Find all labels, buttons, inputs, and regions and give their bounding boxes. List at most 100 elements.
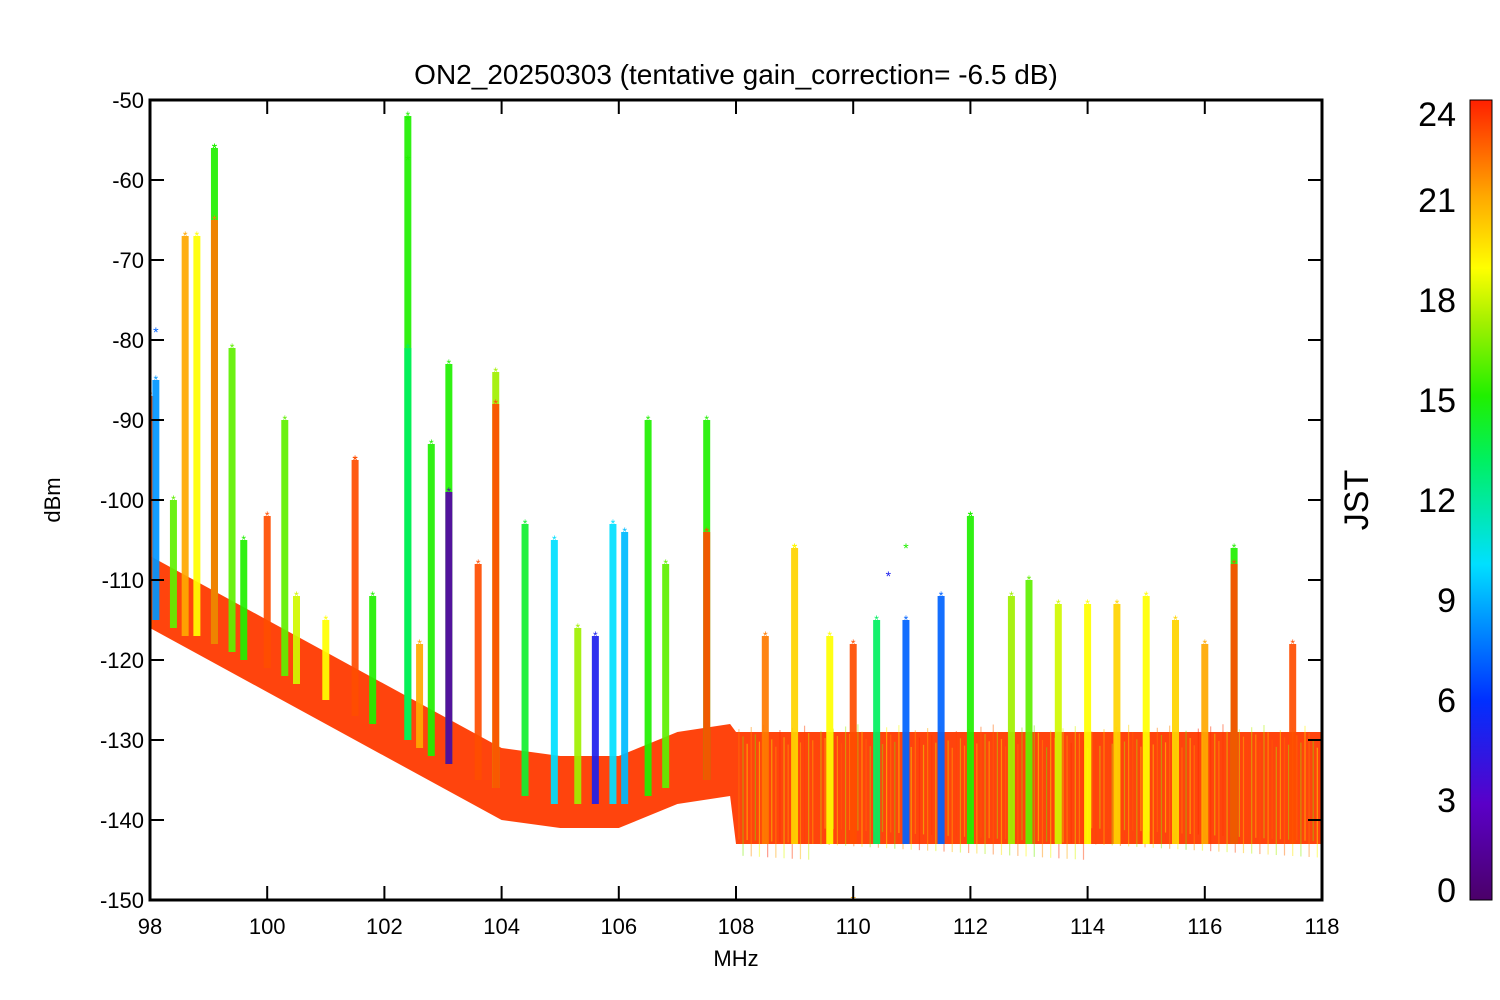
signal-peak-marker: * — [493, 365, 498, 379]
signal-peak-marker: * — [622, 525, 627, 539]
colorbar-title: JST — [1338, 470, 1376, 530]
y-tick-label: -50 — [112, 88, 144, 113]
signal-peak-marker: * — [827, 629, 832, 643]
signal-column — [416, 644, 424, 748]
signal-peak-marker: * — [1009, 589, 1014, 603]
signal-peak-marker: * — [1232, 557, 1237, 571]
signal-peak-marker: * — [212, 141, 217, 155]
x-axis-title: MHz — [713, 946, 758, 971]
signal-peak-marker: * — [154, 373, 159, 387]
signal-peak-marker: * — [447, 485, 452, 499]
signal-peak-marker: * — [1144, 589, 1149, 603]
signal-column — [1289, 644, 1297, 844]
signal-peak-marker: * — [353, 453, 358, 467]
data-point: * — [968, 508, 974, 524]
signal-column — [322, 620, 330, 700]
signal-column — [169, 500, 177, 628]
signal-column — [240, 540, 248, 660]
signal-peak-marker: * — [939, 589, 944, 603]
signal-peak-marker: * — [1232, 541, 1237, 555]
signal-column — [1172, 620, 1179, 844]
signal-peak-marker: * — [1290, 637, 1295, 651]
signal-column — [210, 220, 218, 644]
colorbar-tick-label: 24 — [1418, 96, 1456, 134]
signal-column — [621, 532, 629, 804]
signal-peak-marker: * — [1173, 613, 1178, 627]
colorbar-tick-label: 0 — [1437, 872, 1456, 910]
signal-column — [591, 636, 599, 804]
signal-column — [826, 636, 834, 844]
signal-column — [937, 596, 945, 844]
signal-peak-marker: * — [230, 341, 235, 355]
signal-peak-marker: * — [370, 589, 375, 603]
x-tick-label: 108 — [718, 914, 755, 939]
data-point: * — [405, 112, 411, 128]
x-tick-label: 102 — [366, 914, 403, 939]
colorbar-tick-label: 12 — [1418, 482, 1456, 520]
signal-column — [1142, 596, 1150, 844]
signal-column — [1230, 564, 1238, 844]
signal-column — [761, 636, 769, 844]
signal-column — [1007, 596, 1015, 844]
signal-peak-marker: * — [476, 557, 481, 571]
signal-column — [609, 524, 617, 804]
signal-column — [521, 524, 529, 796]
colorbar-tick-label: 6 — [1437, 682, 1456, 720]
signal-peak-marker: * — [874, 613, 879, 627]
x-tick-label: 112 — [953, 914, 988, 939]
signal-peak-marker: * — [523, 517, 528, 531]
signal-peak-marker: * — [212, 213, 217, 227]
signal-column — [369, 596, 377, 724]
signal-peak-marker: * — [851, 637, 856, 651]
y-axis: -50 -60 -70 -80 -90 -100 -110 -120 -130 -140 -150 — [100, 88, 1322, 913]
x-tick-label: 110 — [836, 914, 871, 939]
signal-peak-marker: * — [294, 589, 299, 603]
y-axis-title: dBm — [40, 477, 65, 522]
signal-peak-marker: * — [183, 229, 188, 243]
colorbar-tick-label: 3 — [1437, 782, 1456, 820]
signal-column — [474, 564, 482, 780]
colorbar-tick-label: 15 — [1418, 382, 1456, 420]
signal-peak-marker: * — [241, 533, 246, 547]
signal-column — [193, 236, 201, 636]
signal-peak-marker: * — [417, 637, 422, 651]
x-tick-label: 116 — [1187, 914, 1222, 939]
data-point: * — [792, 540, 798, 556]
signal-peak-marker: * — [1085, 597, 1090, 611]
x-tick-label: 106 — [600, 914, 637, 939]
signal-column — [150, 396, 154, 628]
x-tick-label: 104 — [483, 914, 520, 939]
signal-column — [1201, 644, 1209, 844]
y-tick-label: -130 — [100, 728, 144, 753]
signal-peak-marker: * — [171, 493, 176, 507]
data-layer: * * * * * * * * * * * * * * * * * * * * * * * * * * * * * * * * * * * * * * * *… — [150, 109, 1322, 900]
signal-column — [662, 564, 670, 788]
signal-peak-marker: * — [663, 557, 668, 571]
signal-column — [263, 516, 271, 668]
signal-peak-marker: * — [323, 613, 328, 627]
signal-column — [574, 628, 582, 804]
y-tick-label: -60 — [112, 168, 144, 193]
signal-column — [902, 620, 910, 844]
signal-peak-marker: * — [282, 413, 287, 427]
signal-peak-marker: * — [195, 229, 200, 243]
y-tick-label: -140 — [100, 808, 144, 833]
signal-column — [1084, 604, 1092, 844]
signal-peak-marker: * — [704, 413, 709, 427]
signal-peak-marker: * — [968, 509, 973, 523]
signal-column — [281, 420, 289, 676]
signal-column — [550, 540, 558, 804]
signal-peak-marker: * — [493, 397, 498, 411]
signal-peak-marker: * — [1115, 597, 1120, 611]
data-point: * — [903, 540, 909, 556]
signal-column — [404, 348, 412, 740]
signal-column — [644, 420, 652, 796]
y-tick-label: -120 — [100, 648, 144, 673]
signal-peak-marker: * — [704, 525, 709, 539]
signal-peak-marker: * — [904, 613, 909, 627]
signal-column — [1025, 580, 1033, 844]
signal-peak-marker: * — [575, 621, 580, 635]
signal-peak-marker: * — [1027, 573, 1032, 587]
signal-column — [228, 348, 236, 652]
signal-peak-marker: * — [406, 109, 411, 123]
